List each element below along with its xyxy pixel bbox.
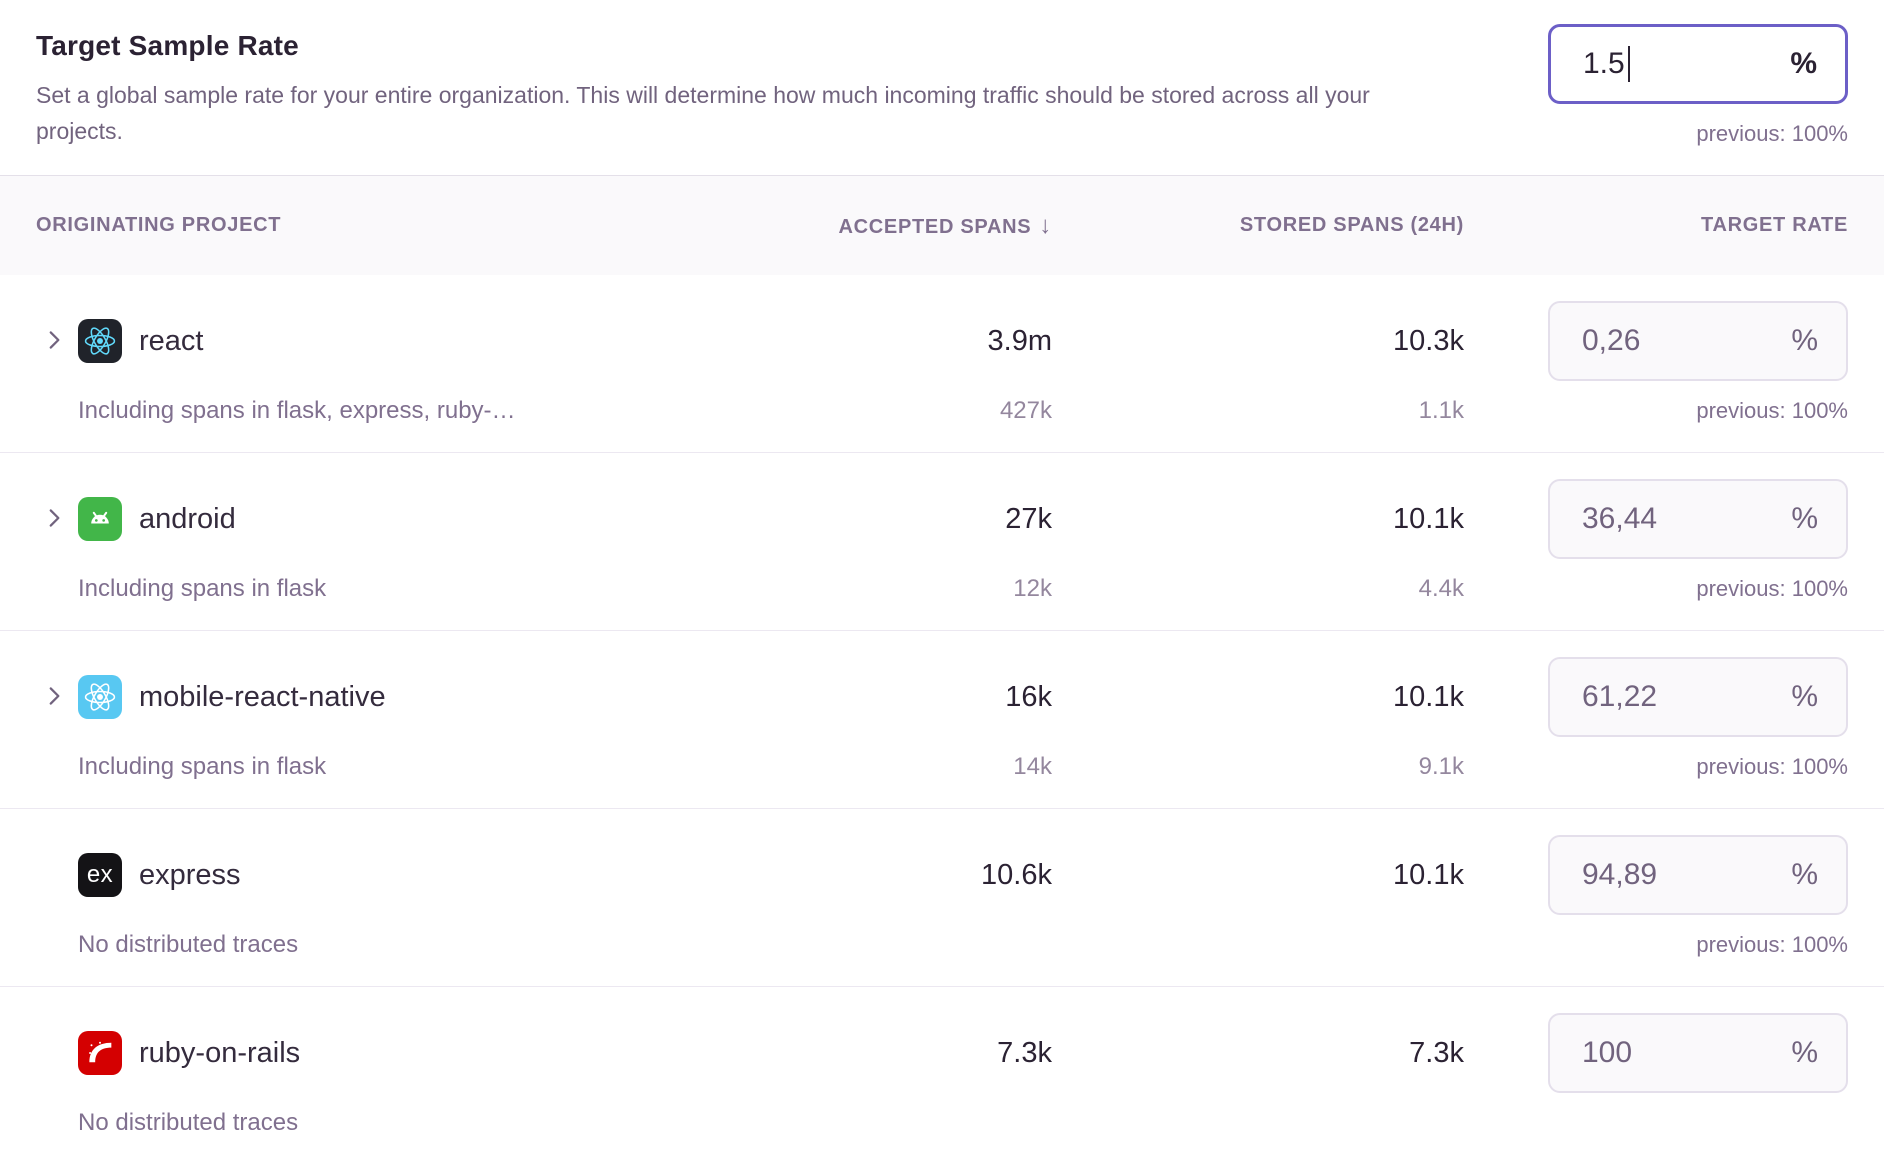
project-name: ruby-on-rails — [139, 1036, 301, 1069]
distributed-traces-label: No distributed traces — [78, 931, 299, 959]
project-rate-value: 61,22 — [1582, 680, 1658, 714]
project-rate-value: 36,44 — [1582, 502, 1658, 536]
express-icon: ex — [78, 853, 122, 898]
sub-accepted-spans-value: 14k — [1013, 753, 1052, 781]
table-row: ex express 10.6k 10.1k 94,89% No distributed … — [0, 808, 1884, 986]
rate-cell: 100% — [1464, 1013, 1848, 1094]
project-rate-input[interactable]: 100% — [1548, 1013, 1848, 1094]
table-row: android 27k 10.1k 36,44% Including spans in … — [0, 452, 1884, 630]
project-rate-value: 0,26 — [1582, 324, 1641, 358]
percent-suffix: % — [1791, 1036, 1818, 1070]
previous-rate-label: previous: 100% — [1696, 932, 1848, 958]
table-header: ORIGINATING PROJECT ACCEPTED SPANS ↓ STOR… — [0, 175, 1884, 276]
sub-accepted-spans-value: 427k — [999, 397, 1052, 425]
chevron-right-icon — [41, 683, 67, 712]
project-main-line: react 3.9m 10.3k 0,26% — [36, 301, 1848, 382]
project-main-line: ex express 10.6k 10.1k 94,89% — [36, 835, 1848, 916]
percent-suffix: % — [1791, 858, 1818, 892]
project-cell: ruby-on-rails — [36, 1031, 632, 1076]
project-cell: ex express — [36, 853, 632, 898]
sub-stored-spans-value: 4.4k — [1418, 575, 1464, 603]
project-cell: react — [36, 319, 632, 364]
project-name: mobile-react-native — [139, 680, 386, 713]
project-sub-line: No distributed traces previous: 100% — [36, 928, 1848, 962]
previous-rate-label: previous: 100% — [1696, 754, 1848, 780]
global-rate-value: 1.5 — [1583, 47, 1625, 80]
expand-button[interactable] — [40, 327, 68, 355]
column-accepted-spans[interactable]: ACCEPTED SPANS ↓ — [838, 211, 1052, 239]
sub-stored-spans-value: 9.1k — [1418, 753, 1464, 781]
page-description: Set a global sample rate for your entire… — [36, 82, 1370, 144]
android-icon — [78, 497, 122, 542]
table-row: mobile-react-native 16k 10.1k 61,22% Includi… — [0, 630, 1884, 808]
project-sub-line: Including spans in flask 14k 9.1k previous:… — [36, 750, 1848, 784]
accepted-spans-value: 16k — [1005, 680, 1052, 713]
rate-cell: 61,22% — [1464, 657, 1848, 738]
percent-suffix: % — [1791, 502, 1818, 536]
previous-rate-label: previous: 100% — [1696, 576, 1848, 602]
expand-button[interactable] — [40, 683, 68, 711]
chevron-right-icon — [41, 505, 67, 534]
previous-rate-label: previous: 100% — [1696, 398, 1848, 424]
sort-descending-icon: ↓ — [1039, 211, 1052, 239]
project-name: react — [139, 324, 204, 357]
project-rate-input[interactable]: 0,26% — [1548, 301, 1848, 382]
column-originating-project: ORIGINATING PROJECT — [36, 214, 282, 237]
distributed-traces-label: Including spans in flask — [78, 753, 327, 781]
project-main-line: mobile-react-native 16k 10.1k 61,22% — [36, 657, 1848, 738]
project-name: express — [139, 858, 241, 891]
text-cursor — [1627, 46, 1630, 82]
project-rate-input[interactable]: 94,89% — [1548, 835, 1848, 916]
table-row: react 3.9m 10.3k 0,26% Including spans in fl… — [0, 275, 1884, 452]
project-rate-input[interactable]: 36,44% — [1548, 479, 1848, 560]
distributed-traces-label: No distributed traces — [78, 1109, 299, 1137]
percent-suffix: % — [1791, 680, 1818, 714]
stored-spans-value: 7.3k — [1409, 1036, 1464, 1069]
project-rate-value: 100 — [1582, 1036, 1633, 1070]
stored-spans-value: 10.3k — [1393, 324, 1464, 357]
distributed-traces-label: Including spans in flask — [78, 575, 327, 603]
stored-spans-value: 10.1k — [1393, 502, 1464, 535]
project-table-body: react 3.9m 10.3k 0,26% Including spans in fl… — [0, 275, 1884, 1164]
distributed-traces-label: Including spans in flask, express, ruby-… — [78, 397, 516, 425]
project-cell: android — [36, 497, 632, 542]
rate-cell: 36,44% — [1464, 479, 1848, 560]
rails-icon — [78, 1031, 122, 1076]
stored-spans-value: 10.1k — [1393, 858, 1464, 891]
table-row: ruby-on-rails 7.3k 7.3k 100% No distributed … — [0, 986, 1884, 1164]
accepted-spans-value: 7.3k — [997, 1036, 1052, 1069]
target-sample-rate-section: Target Sample Rate Set a global sample r… — [0, 0, 1884, 175]
project-rate-input[interactable]: 61,22% — [1548, 657, 1848, 738]
sub-stored-spans-value: 1.1k — [1418, 397, 1464, 425]
page-title: Target Sample Rate — [36, 30, 299, 61]
percent-suffix: % — [1790, 47, 1817, 80]
expand-button[interactable] — [40, 505, 68, 533]
react-icon — [78, 319, 122, 364]
accepted-spans-value: 3.9m — [987, 324, 1052, 357]
global-rate-input[interactable]: 1.5 % — [1548, 24, 1848, 104]
project-name: android — [139, 502, 236, 535]
project-cell: mobile-react-native — [36, 675, 632, 720]
sub-accepted-spans-value: 12k — [1013, 575, 1052, 603]
rate-cell: 0,26% — [1464, 301, 1848, 382]
percent-suffix: % — [1791, 324, 1818, 358]
accepted-spans-value: 27k — [1005, 502, 1052, 535]
project-sub-line: Including spans in flask 12k 4.4k previous:… — [36, 572, 1848, 606]
project-sub-line: No distributed traces — [36, 1106, 1848, 1140]
rate-cell: 94,89% — [1464, 835, 1848, 916]
column-stored-spans: STORED SPANS (24H) — [1239, 214, 1464, 237]
global-previous-rate: previous: 100% — [1696, 121, 1848, 146]
stored-spans-value: 10.1k — [1393, 680, 1464, 713]
project-main-line: ruby-on-rails 7.3k 7.3k 100% — [36, 1013, 1848, 1094]
accepted-spans-value: 10.6k — [981, 858, 1052, 891]
chevron-right-icon — [41, 327, 67, 356]
project-main-line: android 27k 10.1k 36,44% — [36, 479, 1848, 560]
project-sub-line: Including spans in flask, express, ruby-… — [36, 394, 1848, 428]
project-rate-value: 94,89 — [1582, 858, 1658, 892]
column-target-rate: TARGET RATE — [1701, 214, 1848, 237]
react-native-icon — [78, 675, 122, 720]
